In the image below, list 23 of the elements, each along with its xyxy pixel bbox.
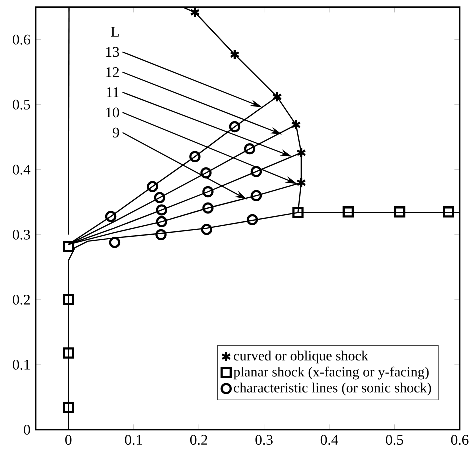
y-tick-label: 0.5 xyxy=(13,100,30,110)
annotation: 9 xyxy=(113,128,120,138)
x-tick-label: 0 xyxy=(66,435,72,446)
x-tick-label: 0.1 xyxy=(125,435,142,446)
x-tick-label: 0.4 xyxy=(320,435,338,446)
y-tick-label: 0.3 xyxy=(13,230,30,240)
annotation: L xyxy=(111,27,119,37)
annotation: 10 xyxy=(106,108,120,118)
y-tick-label: 0.4 xyxy=(13,164,31,175)
y-tick-label: 0 xyxy=(24,425,30,435)
legend-label: curved or oblique shock xyxy=(234,350,369,364)
annotation: 11 xyxy=(107,88,119,98)
x-tick-label: 0.6 xyxy=(451,435,469,446)
annotation: 13 xyxy=(106,47,120,58)
x-tick-label: 0.5 xyxy=(386,435,404,446)
x-tick-label: 0.3 xyxy=(256,435,273,446)
x-tick-label: 0.2 xyxy=(190,435,208,446)
y-tick-label: 0.1 xyxy=(13,360,30,370)
y-tick-label: 0.6 xyxy=(13,34,30,45)
legend-label: planar shock (x-facing or y-facing) xyxy=(234,366,429,380)
annotation: 12 xyxy=(106,68,120,78)
legend-label: characteristic lines (or sonic shock) xyxy=(234,382,432,396)
y-tick-label: 0.2 xyxy=(13,294,30,305)
